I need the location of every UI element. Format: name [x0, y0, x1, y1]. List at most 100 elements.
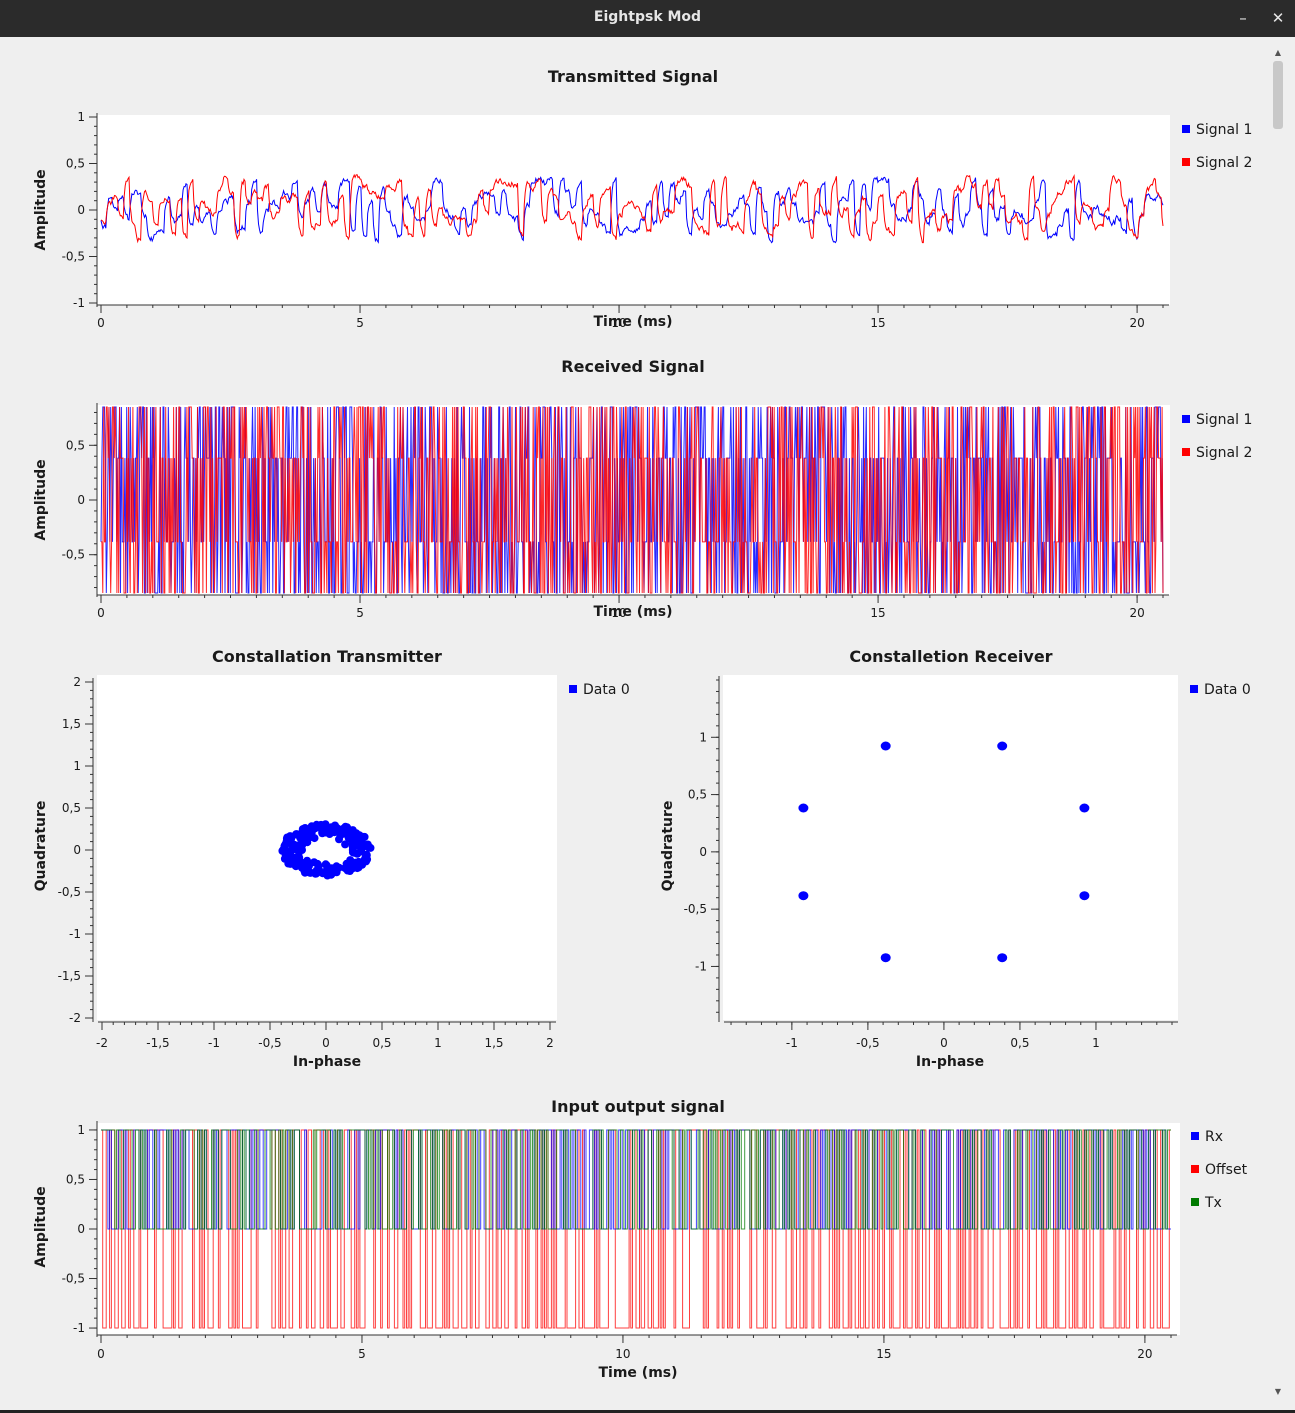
x-tick-label: 0 [322, 1036, 330, 1050]
y-tick-label: -1 [695, 959, 707, 973]
scatter-point [303, 838, 312, 847]
plot-canvas[interactable] [97, 675, 557, 1020]
legend-swatch-offset [1191, 1165, 1199, 1173]
y-tick-label: 0,5 [62, 801, 81, 815]
x-tick-label: -0,5 [856, 1036, 879, 1050]
legend-signal-1[interactable]: Signal 1 [1196, 412, 1252, 428]
chart-title: Input output signal [551, 1097, 725, 1116]
y-tick-label: 1 [73, 759, 81, 773]
x-tick-label: 10 [611, 606, 626, 620]
vertical-scrollbar[interactable] [1271, 47, 1285, 1399]
scatter-point [282, 846, 291, 855]
constellation-receiver-chart: Constalletion Receiver Quadrature In-pha… [660, 647, 1251, 1070]
legend-signal-2[interactable]: Signal 2 [1196, 155, 1252, 171]
x-tick-label: 10 [611, 316, 626, 330]
y-tick-label: 1 [77, 1123, 85, 1137]
scatter-point [281, 840, 290, 849]
scrollbar-thumb[interactable] [1273, 61, 1283, 129]
y-tick-label: -1 [73, 296, 85, 310]
scatter-point [341, 840, 350, 849]
scatter-point [322, 827, 331, 836]
scatter-point [335, 863, 344, 872]
x-tick-label: -2 [96, 1036, 108, 1050]
legend: Signal 1 Signal 2 [1182, 412, 1252, 461]
legend: Rx Offset Tx [1191, 1129, 1248, 1211]
x-tick-label: 20 [1137, 1347, 1152, 1361]
y-axis-label: Amplitude [33, 459, 49, 540]
x-tick-label: 0 [97, 606, 105, 620]
x-tick-label: 0,5 [1010, 1036, 1029, 1050]
y-tick-label: -1,5 [58, 969, 81, 983]
y-tick-label: -2 [69, 1011, 81, 1025]
axes: 0 5 10 15 20 1 0,5 0 -0,5 -1 [62, 1121, 1177, 1361]
y-tick-label: -0,5 [684, 902, 707, 916]
scatter-point [362, 851, 371, 860]
scatter-point [284, 859, 293, 868]
x-tick-label: 15 [870, 606, 885, 620]
input-output-signal-chart: Input output signal Amplitude Time (ms) … [33, 1097, 1248, 1381]
legend-swatch-data-0 [1190, 685, 1198, 693]
legend-data-0[interactable]: Data 0 [1204, 682, 1251, 698]
y-tick-label: 0 [77, 493, 85, 507]
x-tick-label: 1,5 [484, 1036, 503, 1050]
scatter-point [798, 803, 809, 813]
legend: Data 0 [1190, 682, 1251, 698]
scatter-point [311, 867, 320, 876]
legend-swatch-signal-1 [1182, 125, 1190, 133]
scroll-up-icon[interactable]: ▲ [1274, 48, 1282, 57]
y-tick-label: 1 [77, 110, 85, 124]
legend: Signal 1 Signal 2 [1182, 122, 1252, 171]
scatter-point [359, 843, 367, 851]
x-tick-label: 1 [1092, 1036, 1100, 1050]
legend-signal-2[interactable]: Signal 2 [1196, 445, 1252, 461]
scatter-point [880, 953, 891, 963]
y-tick-label: 0 [73, 843, 81, 857]
y-tick-label: -1 [69, 927, 81, 941]
y-axis-label: Amplitude [33, 1186, 49, 1267]
x-tick-label: 10 [615, 1347, 630, 1361]
received-signal-chart: Received Signal Amplitude Time (ms) Sign… [33, 357, 1252, 620]
chart-title: Received Signal [561, 357, 704, 376]
legend-tx[interactable]: Tx [1204, 1195, 1222, 1211]
y-tick-label: -0,5 [62, 1272, 85, 1286]
legend-swatch-signal-2 [1182, 158, 1190, 166]
x-tick-label: -1 [208, 1036, 220, 1050]
x-tick-label: 0 [97, 316, 105, 330]
scatter-point [299, 825, 308, 834]
legend-rx[interactable]: Rx [1205, 1129, 1223, 1145]
legend-swatch-data-0 [569, 685, 577, 693]
legend-offset[interactable]: Offset [1205, 1162, 1248, 1178]
close-icon[interactable]: ✕ [1271, 9, 1285, 27]
scatter-points [798, 741, 1090, 963]
minimize-icon[interactable]: – [1239, 9, 1247, 27]
chart-title: Constallation Transmitter [212, 647, 442, 666]
series-line-signal-2 [101, 406, 1164, 594]
legend: Data 0 [569, 682, 630, 698]
x-tick-label: 0 [97, 1347, 105, 1361]
plot-canvas[interactable] [97, 115, 1170, 305]
x-tick-label: -0,5 [258, 1036, 281, 1050]
legend-swatch-tx [1191, 1198, 1199, 1206]
scroll-down-icon[interactable]: ▼ [1274, 1387, 1282, 1396]
x-tick-label: 0,5 [372, 1036, 391, 1050]
scatter-point [292, 830, 301, 839]
legend-signal-1[interactable]: Signal 1 [1196, 122, 1252, 138]
scatter-point [350, 834, 359, 843]
scatter-point [1079, 891, 1090, 901]
series-line-tx [101, 1129, 1171, 1230]
y-tick-label: 0,5 [688, 788, 707, 802]
x-axis-label: In-phase [916, 1054, 984, 1070]
constellation-transmitter-chart: Constallation Transmitter Quadrature In-… [33, 647, 630, 1070]
y-tick-label: 0 [77, 203, 85, 217]
window-titlebar[interactable]: Eightpsk Mod – ✕ [0, 0, 1295, 37]
plot-canvas[interactable] [723, 675, 1178, 1020]
y-tick-label: 0 [699, 845, 707, 859]
y-tick-label: 0,5 [66, 1172, 85, 1186]
scatter-point [307, 828, 316, 837]
y-tick-label: -0,5 [62, 250, 85, 264]
legend-data-0[interactable]: Data 0 [583, 682, 630, 698]
window-bottom-border [0, 1410, 1295, 1413]
y-axis-label: Quadrature [33, 801, 49, 892]
transmitted-signal-chart: Transmitted Signal Amplitude Time (ms) S… [33, 67, 1252, 330]
x-tick-label: 5 [356, 316, 364, 330]
